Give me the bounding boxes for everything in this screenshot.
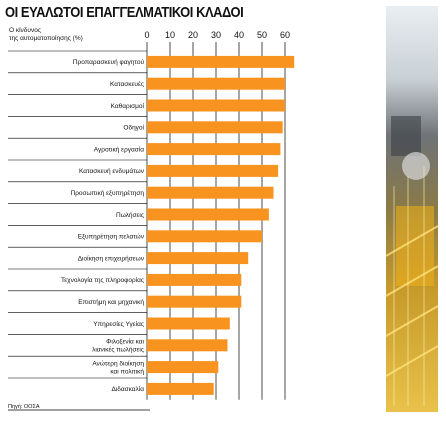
bar (147, 208, 269, 221)
category-label: Προπαρασκευή φαγητού (73, 58, 145, 66)
bar (147, 164, 279, 177)
category-label: Καθαρισμοί (111, 102, 145, 110)
category-label: Κατασκευή ενδυμάτων (79, 167, 144, 175)
category-label: Πωλήσεις (116, 212, 144, 219)
x-tick-label: 20 (188, 30, 198, 40)
category-label: Τεχνολογία της πληροφορίας (61, 276, 144, 284)
category-label: Ανώτερη διοίκηση (92, 359, 144, 367)
category-labels: Προπαρασκευή φαγητού Κατασκευές Καθαρισμοί… (8, 50, 147, 393)
category-label: λιανικές πωλήσεις (92, 346, 144, 354)
subtitle-line: της αυτοματοποίησης (%) (9, 35, 83, 42)
bar (147, 339, 228, 352)
bar (147, 382, 214, 395)
category-label: Αγροτική εργασία (94, 145, 144, 153)
category-label: Διοίκηση επιχειρήσεων (78, 254, 144, 262)
bar (147, 55, 295, 68)
x-tick-labels: 0 10 20 30 40 50 60 (144, 30, 290, 40)
bar (147, 295, 242, 308)
bars (147, 55, 295, 395)
bar (147, 273, 242, 286)
x-tick-label: 50 (257, 30, 267, 40)
x-tick-label: 30 (211, 30, 221, 40)
bar (147, 143, 281, 156)
category-label: Υπηρεσίες Υγείας (93, 320, 144, 328)
category-label: Κατασκευές (110, 80, 144, 88)
bar (147, 77, 285, 90)
category-label: Οδηγοί (123, 124, 144, 132)
source-note: Πηγή: ΟΟΣΑ (8, 404, 40, 410)
category-label: και πολιτική (110, 368, 144, 375)
x-tick-label: 0 (144, 30, 149, 40)
industrial-photo (386, 6, 438, 412)
bar (147, 317, 230, 330)
bar (147, 99, 285, 112)
bar (147, 230, 262, 243)
x-tick-label: 40 (234, 30, 244, 40)
category-label: Εξυπηρέτηση πελατών (78, 233, 144, 241)
subtitle-line: Ο κίνδυνος (9, 27, 41, 34)
category-label: Επιστήμη και μηχανική (78, 299, 144, 306)
bar (147, 186, 274, 199)
bar (147, 121, 283, 134)
category-label: Διδασκαλία (111, 385, 144, 393)
x-tick-label: 10 (165, 30, 175, 40)
x-tick-label: 60 (280, 30, 290, 40)
category-label: Προσωπική εξυπηρέτηση (71, 189, 145, 197)
chart-title: ΟΙ ΕΥΑΛΩΤΟΙ ΕΠΑΓΓΕΛΜΑΤΙΚΟΙ ΚΛΑΔΟΙ (5, 4, 244, 21)
category-label: Φιλοξενία και (106, 338, 144, 346)
chart-subtitle: Ο κίνδυνος της αυτοματοποίησης (%) (9, 27, 129, 43)
bar (147, 252, 249, 265)
bar (147, 361, 219, 374)
